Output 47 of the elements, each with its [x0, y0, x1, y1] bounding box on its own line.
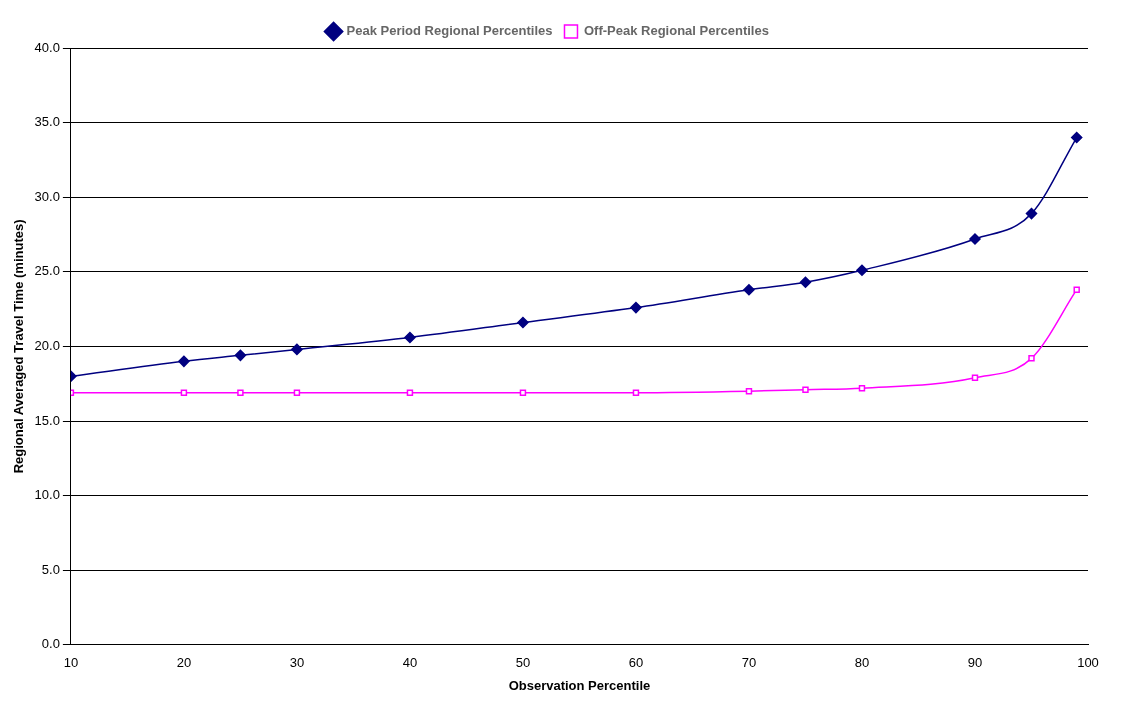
point [799, 276, 812, 288]
point [519, 389, 527, 396]
point [971, 374, 979, 381]
legend-label: Peak Period Regional Percentiles [346, 23, 553, 39]
point [178, 355, 190, 368]
y-tick-label: 20.0 [34, 337, 60, 353]
point [1025, 207, 1038, 220]
point [745, 387, 753, 395]
point [630, 301, 642, 314]
y-tick-label: 0.0 [41, 636, 60, 652]
point [404, 331, 416, 344]
point [1028, 355, 1035, 362]
point [291, 343, 303, 356]
y-tick-label: 30.0 [34, 188, 60, 204]
y-axis-title: Regional Averaged Travel Time (minutes) [11, 219, 27, 474]
y-tick-label: 40.0 [34, 39, 60, 55]
x-tick-label: 30 [289, 655, 305, 671]
x-tick-label: 100 [1077, 655, 1099, 671]
x-tick-label: 60 [628, 655, 644, 671]
y-tick-label: 10.0 [34, 487, 60, 503]
point [969, 233, 981, 245]
point [856, 264, 868, 277]
x-tick-label: 90 [967, 655, 983, 671]
y-tick-label: 15.0 [34, 412, 60, 428]
x-tick-label: 20 [176, 655, 192, 671]
y-tick-label: 5.0 [41, 561, 60, 577]
point [517, 316, 529, 329]
point [632, 389, 640, 396]
point [1073, 286, 1080, 293]
point [743, 283, 755, 296]
x-tick-label: 80 [854, 655, 870, 671]
legend-label: Off-Peak Regional Percentiles [583, 23, 769, 39]
point [237, 389, 244, 396]
point [1070, 131, 1083, 144]
x-axis-title: Observation Percentile [508, 677, 651, 693]
point [406, 389, 414, 396]
point [234, 349, 247, 362]
point [180, 389, 188, 396]
x-tick-label: 70 [741, 655, 757, 671]
point [858, 384, 866, 392]
point [293, 389, 301, 396]
y-tick-label: 25.0 [34, 263, 60, 279]
x-tick-label: 10 [63, 655, 79, 671]
point [802, 386, 809, 393]
x-tick-label: 50 [515, 655, 531, 671]
x-tick-label: 40 [402, 655, 418, 671]
y-tick-label: 35.0 [34, 114, 60, 130]
